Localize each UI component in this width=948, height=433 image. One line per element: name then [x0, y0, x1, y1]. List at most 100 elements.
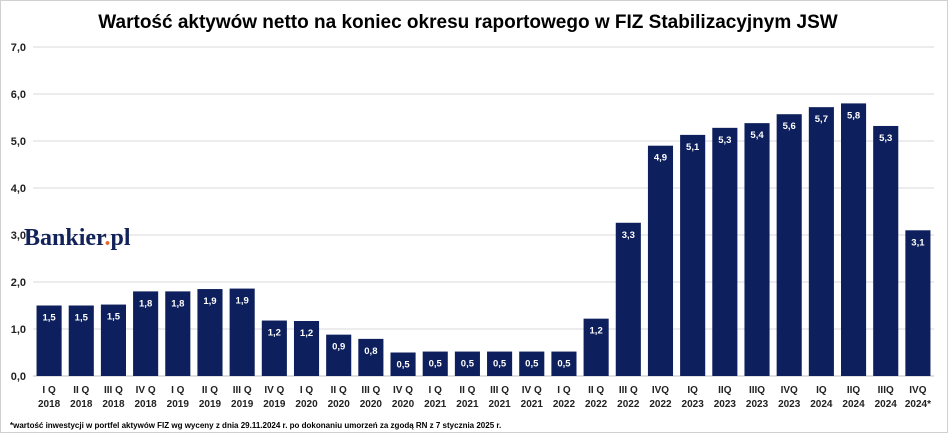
x-tick-label-year: 2022 — [585, 399, 608, 410]
bar — [261, 320, 287, 376]
bar — [165, 291, 191, 376]
svg-text:Bankier.pl: Bankier.pl — [24, 225, 131, 251]
x-tick-label-year: 2024 — [875, 399, 898, 410]
y-tick-label: 3,0 — [11, 230, 26, 242]
bar — [519, 351, 545, 376]
data-labels: 1,5 1,5 1,5 1,8 1,8 1,9 1,9 1,2 1,2 0,9 0,8 0,5 0,5 0… — [42, 110, 925, 370]
x-tick-label-quarter: II Q — [331, 385, 347, 396]
data-label: 5,3 — [879, 133, 892, 144]
y-tick-label: 2,0 — [11, 277, 26, 289]
data-label: 0,5 — [557, 359, 571, 370]
x-tick-label-quarter: III Q — [233, 385, 252, 396]
x-tick-label-year: 2023 — [746, 399, 769, 410]
bar — [487, 351, 513, 376]
x-tick-label-quarter: II Q — [459, 385, 475, 396]
bar — [841, 103, 867, 377]
data-label: 0,9 — [332, 342, 345, 353]
x-tick-label-year: 2019 — [263, 399, 286, 410]
x-tick-label-quarter: IVQ — [909, 385, 926, 396]
data-label: 0,5 — [396, 360, 410, 371]
x-tick-label-year: 2020 — [328, 399, 351, 410]
bars — [36, 103, 931, 377]
bar — [905, 230, 931, 376]
x-tick-label-year: 2022 — [649, 399, 672, 410]
x-tick-label-year: 2018 — [38, 399, 61, 410]
data-label: 0,5 — [429, 359, 443, 370]
bar — [36, 305, 62, 376]
data-label: 4,9 — [654, 153, 667, 164]
bar — [712, 127, 738, 376]
logo-text: Bankier — [24, 225, 107, 251]
bar — [680, 134, 706, 376]
data-label: 0,8 — [364, 346, 377, 357]
x-tick-label-quarter: III Q — [490, 385, 509, 396]
y-tick-label: 5,0 — [11, 136, 26, 148]
x-tick-label-quarter: IIQ — [847, 385, 861, 396]
x-tick-label-year: 2023 — [778, 399, 801, 410]
bar — [197, 289, 223, 376]
logo-suffix: pl — [110, 225, 130, 251]
data-label: 1,2 — [590, 326, 603, 337]
x-tick-label-year: 2021 — [456, 399, 479, 410]
data-label: 1,9 — [203, 296, 216, 307]
y-tick-label: 0,0 — [11, 371, 26, 383]
x-tick-label-quarter: III Q — [619, 385, 638, 396]
data-label: 1,5 — [42, 313, 56, 324]
bar — [358, 338, 384, 376]
x-tick-label-quarter: IVQ — [781, 385, 798, 396]
bar — [133, 291, 159, 376]
data-label: 0,5 — [493, 359, 507, 370]
data-label: 3,1 — [911, 237, 925, 248]
x-tick-label-year: 2021 — [521, 399, 544, 410]
x-tick-label-quarter: IIIQ — [749, 385, 765, 396]
x-tick-label-quarter: IV Q — [136, 385, 156, 396]
x-tick-label-year: 2023 — [682, 399, 705, 410]
x-tick-label-year: 2023 — [714, 399, 737, 410]
x-tick-label-quarter: I Q — [557, 385, 571, 396]
x-tick-label-quarter: I Q — [300, 385, 314, 396]
bar — [68, 305, 94, 376]
x-tick-label-year: 2018 — [135, 399, 158, 410]
x-tick-label-quarter: IIIQ — [878, 385, 894, 396]
x-tick-label-quarter: III Q — [361, 385, 380, 396]
bar — [647, 145, 674, 376]
x-tick-label-quarter: II Q — [202, 385, 218, 396]
x-tick-label-quarter: II Q — [73, 385, 89, 396]
y-tick-label: 7,0 — [11, 42, 26, 54]
footnote: *wartość inwestycji w portfel aktywów FI… — [10, 421, 501, 430]
bar — [808, 107, 834, 376]
data-label: 5,4 — [750, 130, 764, 141]
x-tick-label-year: 2021 — [424, 399, 447, 410]
x-tick-label-year: 2019 — [231, 399, 254, 410]
bar — [744, 123, 770, 376]
chart-title: Wartość aktywów netto na koniec okresu r… — [98, 12, 837, 33]
data-label: 1,8 — [139, 298, 152, 309]
x-tick-label-quarter: IV Q — [264, 385, 284, 396]
data-label: 5,1 — [686, 142, 700, 153]
data-label: 0,5 — [525, 359, 539, 370]
bar — [326, 334, 352, 376]
bar — [100, 304, 126, 376]
x-tick-label-quarter: IQ — [816, 385, 827, 396]
data-label: 5,3 — [718, 135, 731, 146]
x-tick-label-year: 2024* — [905, 399, 931, 410]
x-tick-label-quarter: I Q — [171, 385, 185, 396]
x-tick-label-year: 2024 — [810, 399, 833, 410]
data-label: 1,9 — [236, 296, 249, 307]
bar — [873, 125, 899, 377]
data-label: 5,7 — [815, 114, 828, 125]
x-tick-label-year: 2022 — [617, 399, 640, 410]
x-tick-label-year: 2019 — [167, 399, 190, 410]
x-tick-label-quarter: III Q — [104, 385, 123, 396]
bar — [583, 318, 609, 376]
x-axis: I Q 2018 II Q 2018 III Q 2018 IV Q 2018 I Q 2019 I… — [38, 385, 931, 410]
x-tick-label-year: 2024 — [842, 399, 865, 410]
bar — [293, 321, 320, 376]
bar — [615, 222, 641, 376]
x-tick-label-year: 2020 — [360, 399, 383, 410]
y-axis: 0,0 1,0 2,0 3,0 4,0 5,0 6,0 7,0 — [11, 42, 26, 383]
x-tick-label-year: 2018 — [70, 399, 93, 410]
y-tick-label: 1,0 — [11, 324, 26, 336]
data-label: 5,6 — [783, 121, 796, 132]
